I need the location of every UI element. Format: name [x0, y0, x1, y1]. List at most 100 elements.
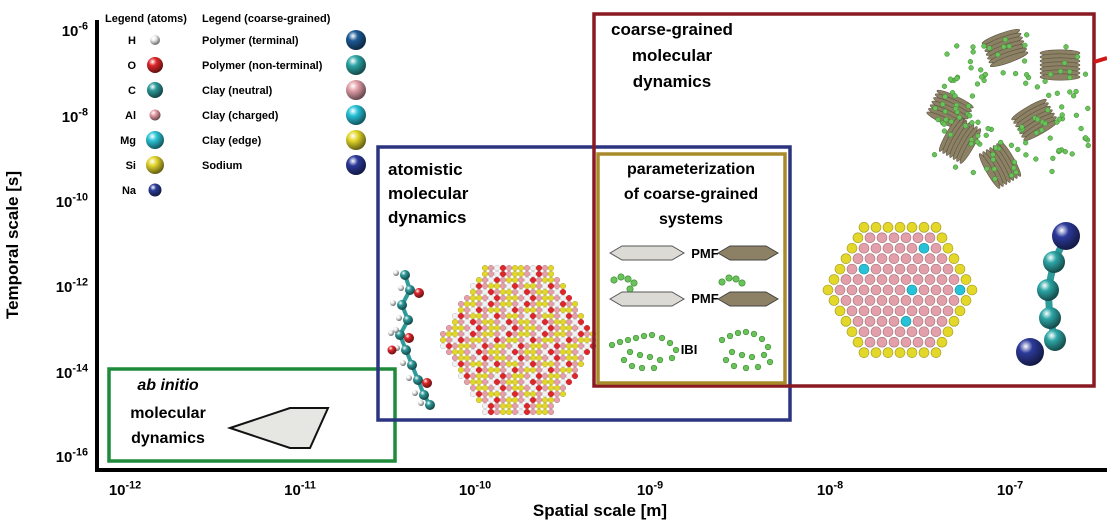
- atom: [542, 313, 549, 320]
- atom: [542, 283, 549, 290]
- atom: [488, 319, 495, 326]
- carbon-atom: [400, 270, 410, 280]
- atom: [500, 319, 507, 326]
- polymer-bead: [1011, 165, 1017, 171]
- polymer-bead: [1046, 92, 1052, 98]
- cg-polymer-bead: [1039, 307, 1061, 329]
- clay-bead: [870, 305, 882, 317]
- clay-edge-bead: [858, 347, 870, 358]
- atom: [554, 301, 561, 308]
- legend-cg-swatch: [346, 55, 366, 75]
- clay-bead: [918, 263, 930, 275]
- carbon-atom: [407, 360, 417, 370]
- atom: [518, 307, 525, 314]
- atom: [554, 373, 561, 380]
- polymer-bead: [1057, 68, 1064, 75]
- atom: [554, 295, 561, 302]
- polymer-bead: [982, 71, 989, 78]
- legend-atom-label: C: [128, 85, 136, 97]
- clay-bead: [870, 284, 882, 296]
- clay-bead: [936, 253, 948, 264]
- atom: [560, 391, 567, 398]
- polymer-bead: [944, 51, 950, 57]
- clay-bead: [888, 295, 900, 306]
- atom: [512, 361, 519, 368]
- carbon-atom: [401, 345, 411, 355]
- atom: [566, 355, 573, 362]
- polymer-bead: [1047, 71, 1054, 77]
- clay-bead: [888, 336, 900, 348]
- polymer-bead: [985, 125, 991, 132]
- atom: [524, 271, 531, 278]
- atom: [524, 385, 531, 392]
- atom: [446, 331, 453, 338]
- atom: [530, 385, 537, 392]
- polymer-bead: [1070, 93, 1077, 99]
- polymer-bead: [954, 75, 960, 81]
- hydrogen-atom: [393, 327, 399, 333]
- atom: [530, 343, 537, 350]
- atom: [458, 313, 465, 320]
- param-label-1: parameterization: [627, 161, 755, 178]
- legend-atom-swatch: [147, 57, 163, 73]
- cg-label-3: dynamics: [633, 72, 711, 91]
- atom: [518, 313, 525, 320]
- atom: [470, 313, 477, 320]
- atom: [578, 337, 585, 344]
- y-tick-label: 10-10: [56, 191, 88, 211]
- bead: [608, 341, 616, 349]
- atom: [560, 337, 567, 344]
- atom: [530, 379, 537, 386]
- atom: [494, 349, 501, 356]
- atom: [524, 409, 531, 416]
- atom: [488, 355, 495, 362]
- y-tick-label: 10-12: [56, 276, 88, 296]
- cg-sodium: [1052, 222, 1080, 250]
- atom: [512, 379, 519, 386]
- polymer-bead: [953, 106, 959, 112]
- atom: [548, 385, 555, 392]
- atom: [530, 373, 537, 380]
- atom: [518, 277, 525, 284]
- atom: [488, 379, 495, 386]
- atom: [548, 409, 555, 416]
- cg-polymer-chain: [1016, 222, 1080, 366]
- legend-atom-swatch: [146, 156, 164, 174]
- atom: [518, 331, 525, 338]
- atom: [512, 295, 519, 302]
- atom: [470, 367, 477, 374]
- abinitio-box: [107, 367, 397, 463]
- polymer-bead: [1019, 124, 1025, 130]
- atom: [518, 379, 525, 386]
- bead: [626, 348, 634, 356]
- clay-edge-bead: [840, 253, 852, 264]
- atom: [506, 385, 513, 392]
- atom: [530, 391, 537, 398]
- atom: [578, 325, 585, 332]
- polymer-bead: [954, 43, 960, 49]
- atom: [518, 295, 525, 302]
- atom: [548, 265, 555, 272]
- atom: [446, 343, 453, 350]
- atom: [458, 307, 465, 314]
- atom: [446, 325, 453, 332]
- legend-atom-label: Na: [122, 185, 137, 197]
- legend-atom-swatch: [147, 82, 163, 98]
- atom: [566, 379, 573, 386]
- polymer-bead: [943, 116, 949, 123]
- polymer-bead: [962, 123, 969, 129]
- oxygen-atom: [404, 333, 414, 343]
- atom: [482, 361, 489, 368]
- clay-bead: [882, 263, 894, 275]
- atom: [518, 343, 525, 350]
- polymer-bead: [942, 108, 948, 115]
- atom: [548, 307, 555, 314]
- atom: [530, 337, 537, 344]
- polymer-bead: [965, 103, 972, 109]
- atom: [512, 313, 519, 320]
- atom: [512, 409, 519, 416]
- atom: [488, 313, 495, 320]
- atom: [506, 355, 513, 362]
- clay-bead: [924, 253, 936, 264]
- clay-bead: [870, 263, 882, 275]
